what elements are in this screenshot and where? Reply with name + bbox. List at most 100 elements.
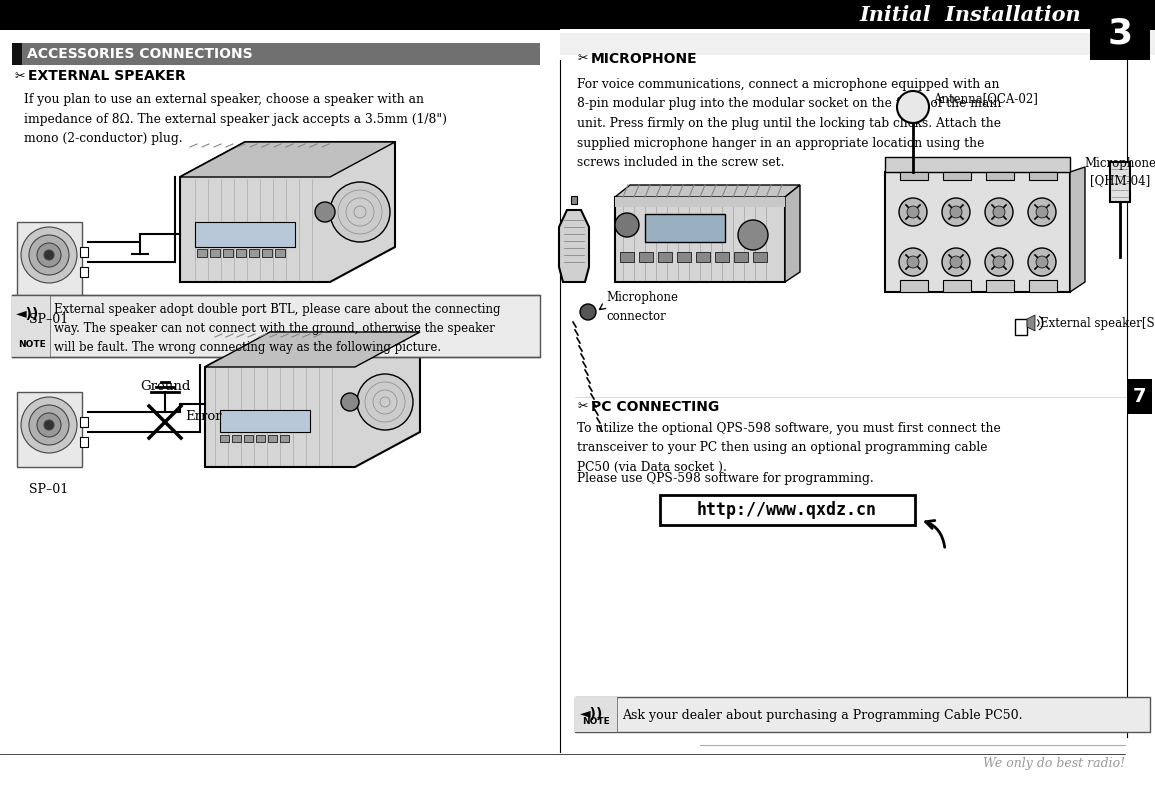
Bar <box>1015 319 1027 335</box>
Polygon shape <box>1070 167 1085 292</box>
FancyArrowPatch shape <box>925 520 945 547</box>
Text: PC CONNECTING: PC CONNECTING <box>591 400 720 414</box>
Text: 3: 3 <box>1108 16 1133 50</box>
Polygon shape <box>559 210 589 282</box>
Text: http://www.qxdz.cn: http://www.qxdz.cn <box>696 501 877 519</box>
Circle shape <box>614 213 639 237</box>
Text: If you plan to use an external speaker, choose a speaker with an
impedance of 8Ω: If you plan to use an external speaker, … <box>24 93 447 145</box>
Bar <box>223 249 233 257</box>
Circle shape <box>1036 206 1048 218</box>
Circle shape <box>341 393 359 411</box>
Circle shape <box>951 256 962 268</box>
Bar <box>575 697 617 732</box>
Circle shape <box>993 256 1005 268</box>
Text: Error: Error <box>185 411 222 423</box>
Circle shape <box>44 420 54 430</box>
Text: Antenna[QCA-02]: Antenna[QCA-02] <box>933 93 1038 105</box>
Bar <box>658 252 672 262</box>
Bar <box>12 43 541 65</box>
Circle shape <box>907 206 919 218</box>
Bar <box>80 267 88 277</box>
Bar <box>660 495 915 525</box>
Bar <box>571 196 578 204</box>
Text: SP–01: SP–01 <box>29 313 68 326</box>
Circle shape <box>29 235 69 275</box>
Circle shape <box>985 198 1013 226</box>
Bar <box>12 295 541 357</box>
Circle shape <box>993 206 1005 218</box>
Bar <box>696 252 710 262</box>
Polygon shape <box>614 185 800 197</box>
Text: Microphone
[QHM-04]: Microphone [QHM-04] <box>1085 157 1155 187</box>
Text: ACCESSORIES CONNECTIONS: ACCESSORIES CONNECTIONS <box>27 47 253 61</box>
Bar <box>12 295 50 357</box>
Text: External speaker[SP-02]: External speaker[SP-02] <box>1040 316 1155 330</box>
Circle shape <box>44 250 54 260</box>
Bar <box>1029 280 1057 292</box>
Text: Microphone
connector: Microphone connector <box>606 291 678 323</box>
Polygon shape <box>614 197 785 282</box>
Circle shape <box>21 397 77 453</box>
Circle shape <box>1028 248 1056 276</box>
Bar <box>80 247 88 257</box>
Circle shape <box>21 227 77 283</box>
Text: SP–01: SP–01 <box>29 483 68 496</box>
Bar <box>195 222 295 247</box>
Bar <box>677 252 691 262</box>
Bar <box>232 435 241 442</box>
Bar <box>256 435 264 442</box>
Bar <box>614 197 785 207</box>
Polygon shape <box>785 185 800 282</box>
Polygon shape <box>204 332 420 467</box>
Bar <box>0 0 1155 30</box>
Text: For voice communications, connect a microphone equipped with an
8-pin modular pl: For voice communications, connect a micr… <box>578 78 1001 169</box>
Bar <box>644 214 725 242</box>
Circle shape <box>738 220 768 250</box>
Bar <box>80 417 88 427</box>
Text: ✂: ✂ <box>14 69 24 83</box>
Circle shape <box>899 198 927 226</box>
Bar <box>280 435 289 442</box>
Text: NOTE: NOTE <box>18 340 46 349</box>
Text: Initial  Installation: Initial Installation <box>859 5 1081 25</box>
Circle shape <box>37 243 61 267</box>
Bar <box>715 252 729 262</box>
Text: External speaker adopt double port BTL, please care about the connecting
way. Th: External speaker adopt double port BTL, … <box>54 303 500 354</box>
Bar <box>17 392 82 467</box>
Bar <box>900 172 927 180</box>
Bar <box>17 222 82 297</box>
Text: MICROPHONE: MICROPHONE <box>591 52 698 66</box>
Circle shape <box>37 413 61 437</box>
Circle shape <box>1028 198 1056 226</box>
Bar <box>986 280 1014 292</box>
Text: NOTE: NOTE <box>582 717 610 726</box>
Text: ✂: ✂ <box>578 401 588 413</box>
Text: Ask your dealer about purchasing a Programming Cable PC50.: Ask your dealer about purchasing a Progr… <box>623 708 1022 722</box>
Bar <box>942 172 971 180</box>
Bar <box>885 172 1070 292</box>
Bar <box>219 410 310 432</box>
Bar <box>198 249 207 257</box>
Bar <box>12 43 22 65</box>
Circle shape <box>942 198 970 226</box>
Bar <box>620 252 634 262</box>
Text: 7: 7 <box>1132 387 1146 407</box>
Polygon shape <box>1027 315 1035 331</box>
Circle shape <box>985 248 1013 276</box>
Text: We only do best radio!: We only do best radio! <box>983 757 1125 770</box>
Text: ◄)): ◄)) <box>16 307 39 321</box>
Bar <box>1127 379 1152 414</box>
Bar <box>885 157 1070 172</box>
Bar <box>219 435 229 442</box>
Polygon shape <box>180 142 395 282</box>
Bar <box>733 252 748 262</box>
Bar <box>560 29 1090 33</box>
Bar <box>1090 5 1150 60</box>
Bar <box>80 437 88 447</box>
Circle shape <box>580 304 596 320</box>
Circle shape <box>907 256 919 268</box>
Text: ◄)): ◄)) <box>580 707 603 721</box>
Bar <box>753 252 767 262</box>
Bar <box>575 697 1150 732</box>
Text: ✂: ✂ <box>578 53 588 65</box>
